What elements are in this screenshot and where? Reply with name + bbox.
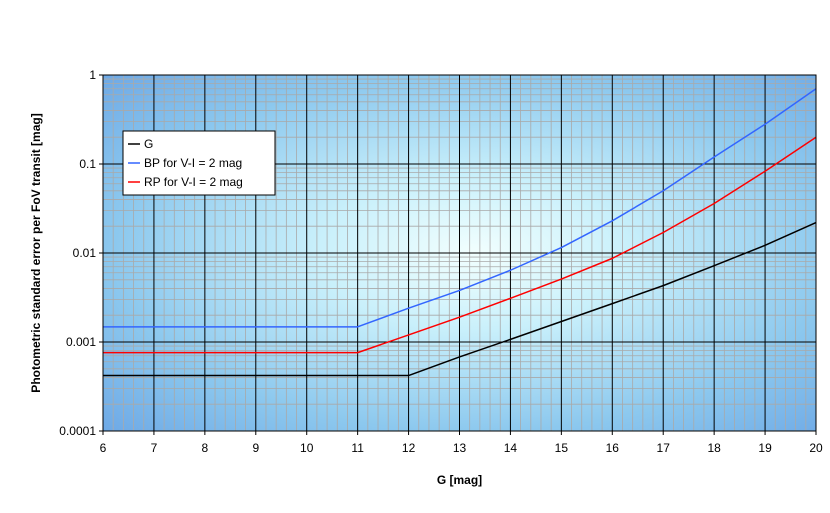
y-axis-title: Photometric standard error per FoV trans… <box>29 113 43 392</box>
legend-label: RP for V-I = 2 mag <box>144 175 243 189</box>
legend-box <box>122 130 276 196</box>
x-axis: 6 7 8 9 10 11 12 13 14 15 16 17 18 19 20 <box>100 431 823 455</box>
x-tick-label: 6 <box>100 441 107 455</box>
series-layer <box>103 88 817 377</box>
series-line <box>103 136 817 354</box>
x-tick-label: 18 <box>707 441 721 455</box>
x-tick-label: 20 <box>809 441 823 455</box>
x-tick-label: 15 <box>555 441 569 455</box>
x-tick-label: 8 <box>202 441 209 455</box>
y-tick-label: 0.01 <box>73 246 97 260</box>
x-tick-label: 11 <box>351 441 364 455</box>
series-line <box>103 88 817 328</box>
y-axis: 0.0001 0.001 0.01 0.1 1 <box>59 68 103 438</box>
y-tick-label: 0.1 <box>79 157 96 171</box>
x-tick-label: 19 <box>758 441 772 455</box>
x-tick-label: 13 <box>453 441 467 455</box>
x-tick-label: 10 <box>300 441 314 455</box>
legend-label: G <box>144 137 153 151</box>
x-tick-label: 7 <box>151 441 158 455</box>
series-line <box>103 221 817 377</box>
x-tick-label: 17 <box>657 441 671 455</box>
legend-label: BP for V-I = 2 mag <box>144 156 242 170</box>
x-tick-label: 9 <box>252 441 259 455</box>
x-tick-label: 12 <box>402 441 416 455</box>
x-tick-label: 14 <box>504 441 518 455</box>
x-tick-label: 16 <box>606 441 620 455</box>
y-tick-label: 0.0001 <box>59 424 96 438</box>
x-axis-title: G [mag] <box>437 473 482 487</box>
y-tick-label: 0.001 <box>66 335 96 349</box>
legend: G BP for V-I = 2 mag RP for V-I = 2 mag <box>122 130 276 196</box>
y-tick-label: 1 <box>89 68 96 82</box>
